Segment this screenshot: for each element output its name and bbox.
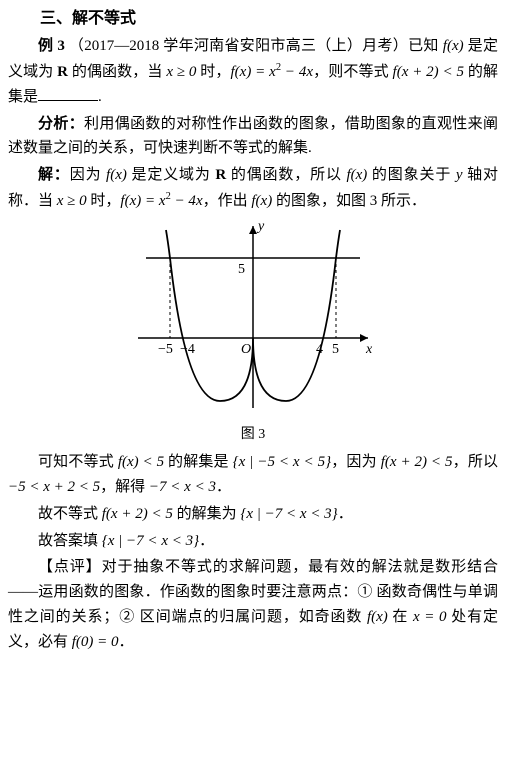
t: 时， [196,64,230,80]
origin-label: O [241,342,251,357]
remark-label: 【点评】 [38,559,102,575]
num1: ① [357,584,372,600]
solution-para3: 故不等式 f(x + 2) < 5 的解集为 {x | −7 < x < 3}． [8,502,498,527]
m: f(x + 2) < 5 [381,454,453,470]
example-label: 例 3 [38,38,65,54]
solution-label: 解： [38,167,70,183]
t: ． [216,479,231,495]
t: 已知 [408,38,443,54]
t: 的偶函数，当 [68,64,166,80]
y-axis-label: y [256,219,265,234]
ineq: f(x + 2) < 5 [393,64,464,80]
m: {x | −5 < x < 5} [233,454,331,470]
analysis-label: 分析： [38,116,84,132]
fx: f(x) [106,167,127,183]
t: 的图象，如图 3 所示． [272,193,426,209]
f00: f(0) = 0 [72,634,119,650]
t: ，解得 [100,479,149,495]
num2: ② [118,609,135,625]
cond: x ≥ 0 [57,193,87,209]
figure-wrap: y x O 5 −5 −4 4 5 [8,218,498,422]
t: 时， [87,193,121,209]
m: f(x + 2) < 5 [102,506,173,522]
m: {x | −7 < x < 3} [102,533,199,549]
t: 是定义域为 [127,167,216,183]
example-source: （2017—2018 学年河南省安阳市高三（上）月考） [69,38,408,54]
m: −5 < x + 2 < 5 [8,479,100,495]
t: ，因为 [331,454,381,470]
solution-para2: 可知不等式 f(x) < 5 的解集是 {x | −5 < x < 5}，因为 … [8,450,498,500]
figure-svg: y x O 5 −5 −4 4 5 [128,218,378,413]
tick-xn4: −4 [180,342,195,357]
tick-x4: 4 [316,342,323,357]
t: ． [119,634,134,650]
real-R: R [57,64,68,80]
t: ． [199,533,214,549]
t: 的偶函数，所以 [226,167,346,183]
fx: f(x) [346,167,367,183]
t: ，作出 [203,193,252,209]
tick-y5: 5 [238,262,245,277]
t: 的解集为 [173,506,241,522]
figure-caption: 图 3 [8,423,498,446]
answer-blank [38,86,98,101]
solution-para1: 解：因为 f(x) 是定义域为 R 的偶函数，所以 f(x) 的图象关于 y 轴… [8,163,498,214]
x0: x = 0 [413,609,447,625]
t: 在 [388,609,413,625]
m: f(x) < 5 [118,454,164,470]
t: ． [338,506,353,522]
t: 的图象关于 [367,167,456,183]
t: ，所以 [452,454,498,470]
t: ，则不等式 [313,64,392,80]
m: {x | −7 < x < 3} [240,506,337,522]
t: 故不等式 [38,506,102,522]
tick-x5: 5 [332,342,339,357]
m: −7 < x < 3 [149,479,216,495]
x-axis-label: x [365,342,373,357]
fx: f(x) [367,609,388,625]
t: 区间端点的归属问题，如奇函数 [135,609,367,625]
t: 的解集是 [164,454,233,470]
t: 可知不等式 [38,454,118,470]
t: 故答案填 [38,533,102,549]
section-title: 三、解不等式 [8,6,498,32]
tick-xn5: −5 [158,342,173,357]
period: . [98,89,102,105]
fx: f(x) [251,193,272,209]
remark-para: 【点评】对于抽象不等式的求解问题，最有效的解法就是数形结合——运用函数的图象．作… [8,555,498,654]
solution-para4: 故答案填 {x | −7 < x < 3}． [8,529,498,554]
fx: f(x) [443,38,464,54]
eq: f(x) = x2 − 4x [230,64,313,80]
example-problem: 例 3 （2017—2018 学年河南省安阳市高三（上）月考）已知 f(x) 是… [8,34,498,109]
analysis-para: 分析：利用偶函数的对称性作出函数的图象，借助图象的直观性来阐述数量之间的关系，可… [8,112,498,162]
cond: x ≥ 0 [166,64,196,80]
t: 因为 [70,167,106,183]
real-R: R [215,167,226,183]
eq: f(x) = x2 − 4x [120,193,202,209]
